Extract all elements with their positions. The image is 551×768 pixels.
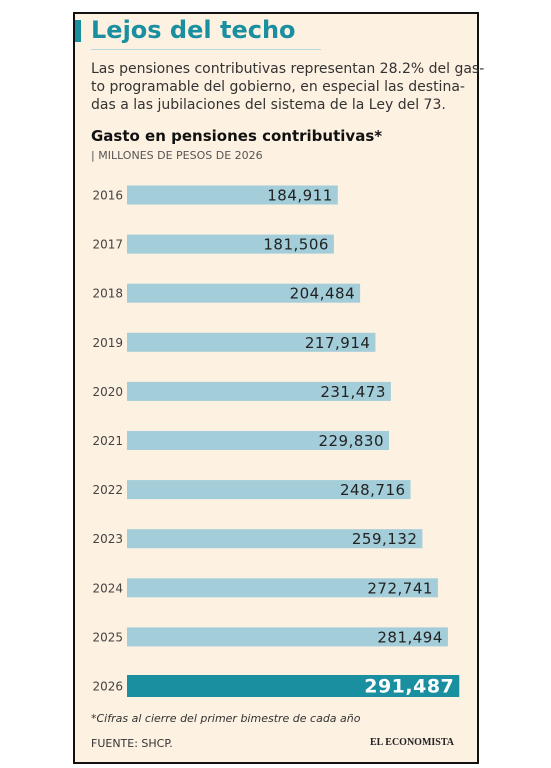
y-tick-label: 2017 (92, 238, 123, 252)
value-label: 291,487 (364, 676, 454, 698)
title-marker (75, 20, 81, 42)
value-label: 272,741 (367, 579, 433, 597)
bar (127, 234, 334, 254)
value-label: 281,494 (377, 628, 443, 646)
value-label: 248,716 (340, 481, 406, 499)
y-tick-label: 2018 (92, 287, 123, 301)
description-line: Las pensiones contributivas representan … (91, 61, 485, 77)
value-label: 217,914 (305, 334, 371, 352)
description: Las pensiones contributivas representan … (91, 60, 484, 114)
y-tick-label: 2016 (92, 189, 123, 203)
bar (127, 627, 448, 647)
chart-title: Gasto en pensiones contributivas* (91, 127, 383, 145)
y-tick-label: 2024 (92, 581, 123, 595)
bar (127, 480, 411, 500)
value-label: 181,506 (263, 236, 329, 254)
y-tick-label: 2020 (92, 385, 123, 399)
value-label: 204,484 (290, 285, 356, 303)
value-label: 184,911 (267, 187, 333, 205)
value-label: 231,473 (320, 383, 386, 401)
source: FUENTE: SHCP. (91, 737, 173, 750)
bar (127, 431, 390, 450)
bar (127, 185, 338, 205)
y-tick-label: 2021 (92, 434, 123, 448)
y-tick-label: 2019 (92, 336, 123, 350)
description-line: to programable del gobierno, en especial… (91, 79, 465, 95)
bar (127, 283, 361, 303)
footnote: *Cifras al cierre del primer bimestre de… (91, 712, 361, 725)
bar (127, 381, 391, 401)
y-tick-label: 2023 (92, 532, 123, 546)
chart-subtitle: | MILLONES DE PESOS DE 2026 (91, 149, 263, 162)
bar (127, 578, 438, 598)
y-tick-label: 2022 (92, 483, 123, 497)
value-label: 259,132 (352, 530, 418, 548)
bar (127, 675, 460, 697)
description-line: das a las jubilaciones del sistema de la… (91, 97, 446, 113)
value-label: 229,830 (318, 432, 384, 450)
bar (127, 332, 376, 352)
title-rule (91, 49, 321, 50)
brand: EL ECONOMISTA (370, 737, 454, 748)
y-tick-label: 2025 (92, 630, 123, 644)
bar (127, 529, 423, 549)
y-tick-label: 2026 (92, 680, 123, 694)
title: Lejos del techo (91, 16, 296, 44)
